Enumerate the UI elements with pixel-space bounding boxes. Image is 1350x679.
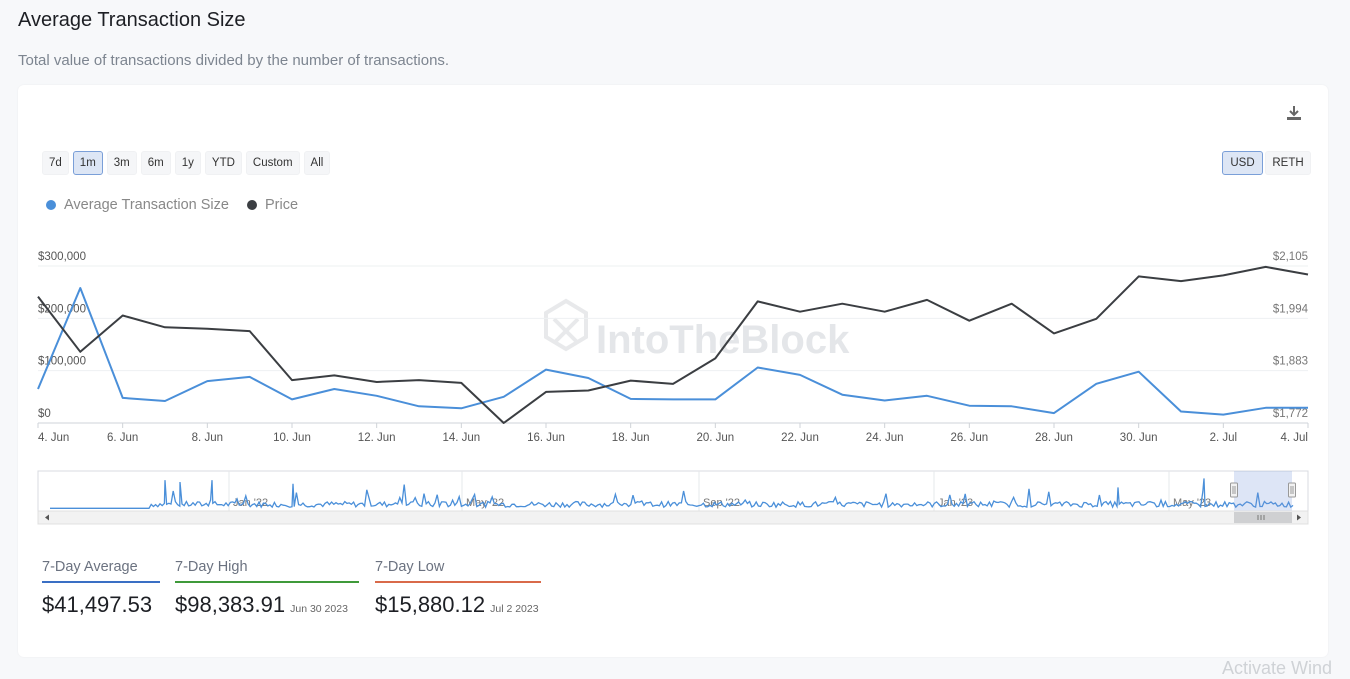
y-left-tick-label: $100,000	[38, 356, 86, 368]
scroll-left-arrow-icon[interactable]	[45, 514, 49, 521]
chart-navigator[interactable]: Jan '22 May '22 Sep '22 Jan '23 May '23	[18, 470, 1328, 530]
stat-date: Jun 30 2023	[290, 603, 348, 615]
x-tick-label: 4. Jul	[1281, 432, 1309, 444]
x-tick-label: 30. Jun	[1120, 432, 1158, 444]
x-tick-label: 10. Jun	[273, 432, 311, 444]
x-tick-label: 8. Jun	[192, 432, 223, 444]
currency-reth[interactable]: RETH	[1265, 151, 1311, 175]
navigator-handle[interactable]	[1230, 482, 1238, 498]
navigator-frame	[37, 470, 1309, 512]
y-left-tick-label: $300,000	[38, 251, 86, 263]
series-line-avg-transaction-size	[37, 287, 1308, 416]
range-7d[interactable]: 7d	[42, 151, 69, 175]
stat-7day-high: 7-Day High $98,383.91 Jun 30 2023	[175, 559, 359, 618]
x-tick-label: 22. Jun	[781, 432, 819, 444]
x-tick-label: 28. Jun	[1035, 432, 1073, 444]
range-1m[interactable]: 1m	[72, 151, 103, 175]
chart-card: 7d 1m 3m 6m 1y YTD Custom All USD RETH A…	[18, 85, 1328, 657]
x-tick-label: 26. Jun	[950, 432, 988, 444]
stat-value: $98,383.91	[175, 592, 286, 617]
stat-7day-average: 7-Day Average $41,497.53	[42, 559, 160, 618]
x-tick-label: 4. Jun	[38, 432, 69, 444]
legend-dot-price	[246, 200, 257, 210]
navigator-selection[interactable]	[1234, 471, 1292, 511]
y-left-tick-label: $0	[38, 408, 51, 420]
x-tick-label: 16. Jun	[527, 432, 565, 444]
x-tick-label: 6. Jun	[107, 432, 138, 444]
range-6m[interactable]: 6m	[140, 151, 171, 175]
stat-value: $41,497.53	[42, 592, 153, 617]
x-tick-label: 12. Jun	[358, 432, 396, 444]
range-1y[interactable]: 1y	[174, 151, 201, 175]
x-tick-label: 20. Jun	[696, 432, 734, 444]
x-tick-label: 14. Jun	[442, 432, 480, 444]
y-right-tick-label: $1,994	[1273, 303, 1309, 315]
legend-label-avg: Average Transaction Size	[64, 197, 229, 213]
watermark-logo: IntoTheBlock	[544, 298, 850, 362]
stat-value: $15,880.12	[375, 592, 486, 617]
stat-7day-low: 7-Day Low $15,880.12 Jul 2 2023	[375, 559, 541, 618]
stat-date: Jul 2 2023	[490, 603, 539, 615]
scroll-right-arrow-icon[interactable]	[1297, 514, 1301, 521]
y-right-tick-label: $2,105	[1273, 251, 1308, 263]
os-activation-watermark: Activate Wind	[1222, 658, 1333, 678]
navigator-series	[50, 478, 1294, 509]
range-3m[interactable]: 3m	[106, 151, 137, 175]
navigator-handle[interactable]	[1288, 482, 1296, 498]
range-ytd[interactable]: YTD	[204, 151, 242, 175]
x-tick-label: 24. Jun	[866, 432, 904, 444]
range-selector: 7d 1m 3m 6m 1y YTD Custom All	[42, 151, 331, 175]
y-right-tick-label: $1,883	[1273, 356, 1308, 368]
x-tick-label: 2. Jul	[1210, 432, 1238, 444]
legend-label-price: Price	[264, 197, 299, 213]
navigator-label: Jan '22	[233, 497, 268, 509]
x-tick-label: 18. Jun	[612, 432, 650, 444]
currency-selector: USD RETH	[1222, 151, 1311, 175]
range-custom[interactable]: Custom	[245, 151, 300, 175]
navigator-scrollbar[interactable]	[37, 510, 1309, 525]
stat-label: 7-Day High	[175, 559, 359, 583]
legend-dot-avg	[46, 200, 56, 210]
y-left-tick-label: $200,000	[38, 303, 86, 315]
navigator-scrollbar-thumb[interactable]	[1234, 512, 1292, 523]
legend-item-price[interactable]: Price	[246, 197, 299, 213]
download-icon[interactable]	[1284, 103, 1304, 123]
page-title: Average Transaction Size	[18, 9, 246, 31]
chart-legend: Average Transaction Size Price	[46, 197, 298, 213]
navigator-label: Jan '23	[938, 497, 973, 509]
currency-usd[interactable]: USD	[1222, 151, 1263, 175]
stat-label: 7-Day Average	[42, 559, 160, 583]
series-line-price	[37, 265, 1309, 424]
y-right-tick-label: $1,772	[1273, 408, 1308, 420]
page-subtitle: Total value of transactions divided by t…	[18, 52, 450, 69]
range-all[interactable]: All	[303, 151, 331, 175]
legend-item-avg[interactable]: Average Transaction Size	[46, 197, 229, 213]
stat-label: 7-Day Low	[375, 559, 541, 583]
stats-row: 7-Day Average $41,497.53 7-Day High $98,…	[42, 559, 541, 618]
watermark-text: IntoTheBlock	[596, 318, 850, 362]
